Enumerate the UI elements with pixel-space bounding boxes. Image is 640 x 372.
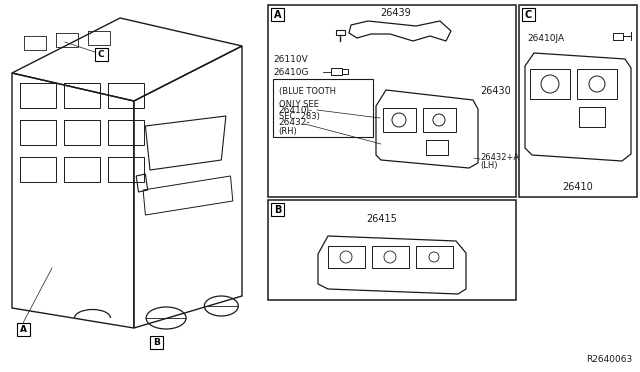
Bar <box>95 48 108 61</box>
Text: C: C <box>98 50 104 59</box>
Text: 26410JA: 26410JA <box>527 33 564 42</box>
Bar <box>331 68 342 75</box>
Bar <box>416 246 453 268</box>
Text: B: B <box>274 205 281 215</box>
Text: B: B <box>153 338 160 347</box>
Bar <box>423 108 456 132</box>
Bar <box>17 323 30 336</box>
Bar <box>519 5 637 197</box>
Bar <box>613 33 623 40</box>
Text: 26415: 26415 <box>367 214 397 224</box>
Text: 26110V: 26110V <box>273 55 308 64</box>
Bar <box>577 69 617 99</box>
Text: C: C <box>525 10 532 19</box>
Text: 26439: 26439 <box>381 8 412 18</box>
Text: 26432-: 26432- <box>278 118 310 126</box>
Text: (RH): (RH) <box>278 126 297 135</box>
Bar <box>268 200 516 300</box>
Text: 26410J-: 26410J- <box>278 106 312 115</box>
Bar <box>271 8 284 21</box>
Bar <box>579 107 605 127</box>
Bar <box>342 69 348 74</box>
Text: (LH): (LH) <box>480 160 497 170</box>
Bar <box>150 336 163 349</box>
Bar <box>268 5 516 197</box>
Text: 26410G: 26410G <box>273 67 308 77</box>
Text: A: A <box>20 325 27 334</box>
Bar <box>271 203 284 216</box>
Bar <box>522 8 535 21</box>
Bar <box>372 246 409 268</box>
Text: 26410: 26410 <box>563 182 593 192</box>
Bar <box>383 108 416 132</box>
Bar <box>273 79 373 137</box>
Text: (BLUE TOOTH
ONLY SEE
SEC. 283): (BLUE TOOTH ONLY SEE SEC. 283) <box>279 87 336 121</box>
Bar <box>336 30 345 35</box>
Text: A: A <box>274 10 281 19</box>
Bar <box>426 140 448 155</box>
Text: R2640063: R2640063 <box>586 355 632 364</box>
Text: 26430: 26430 <box>480 86 511 96</box>
Text: 26432+A: 26432+A <box>480 153 519 161</box>
Bar <box>328 246 365 268</box>
Bar <box>530 69 570 99</box>
